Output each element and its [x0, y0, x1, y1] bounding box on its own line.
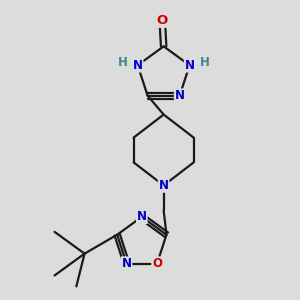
Text: N: N	[184, 59, 195, 72]
Text: H: H	[200, 56, 209, 69]
Text: N: N	[159, 179, 169, 192]
Text: H: H	[118, 56, 128, 69]
Text: N: N	[122, 257, 132, 270]
Text: O: O	[157, 14, 168, 27]
Text: N: N	[175, 89, 185, 102]
Text: N: N	[137, 210, 147, 223]
Text: N: N	[133, 59, 143, 72]
Text: O: O	[152, 257, 162, 270]
